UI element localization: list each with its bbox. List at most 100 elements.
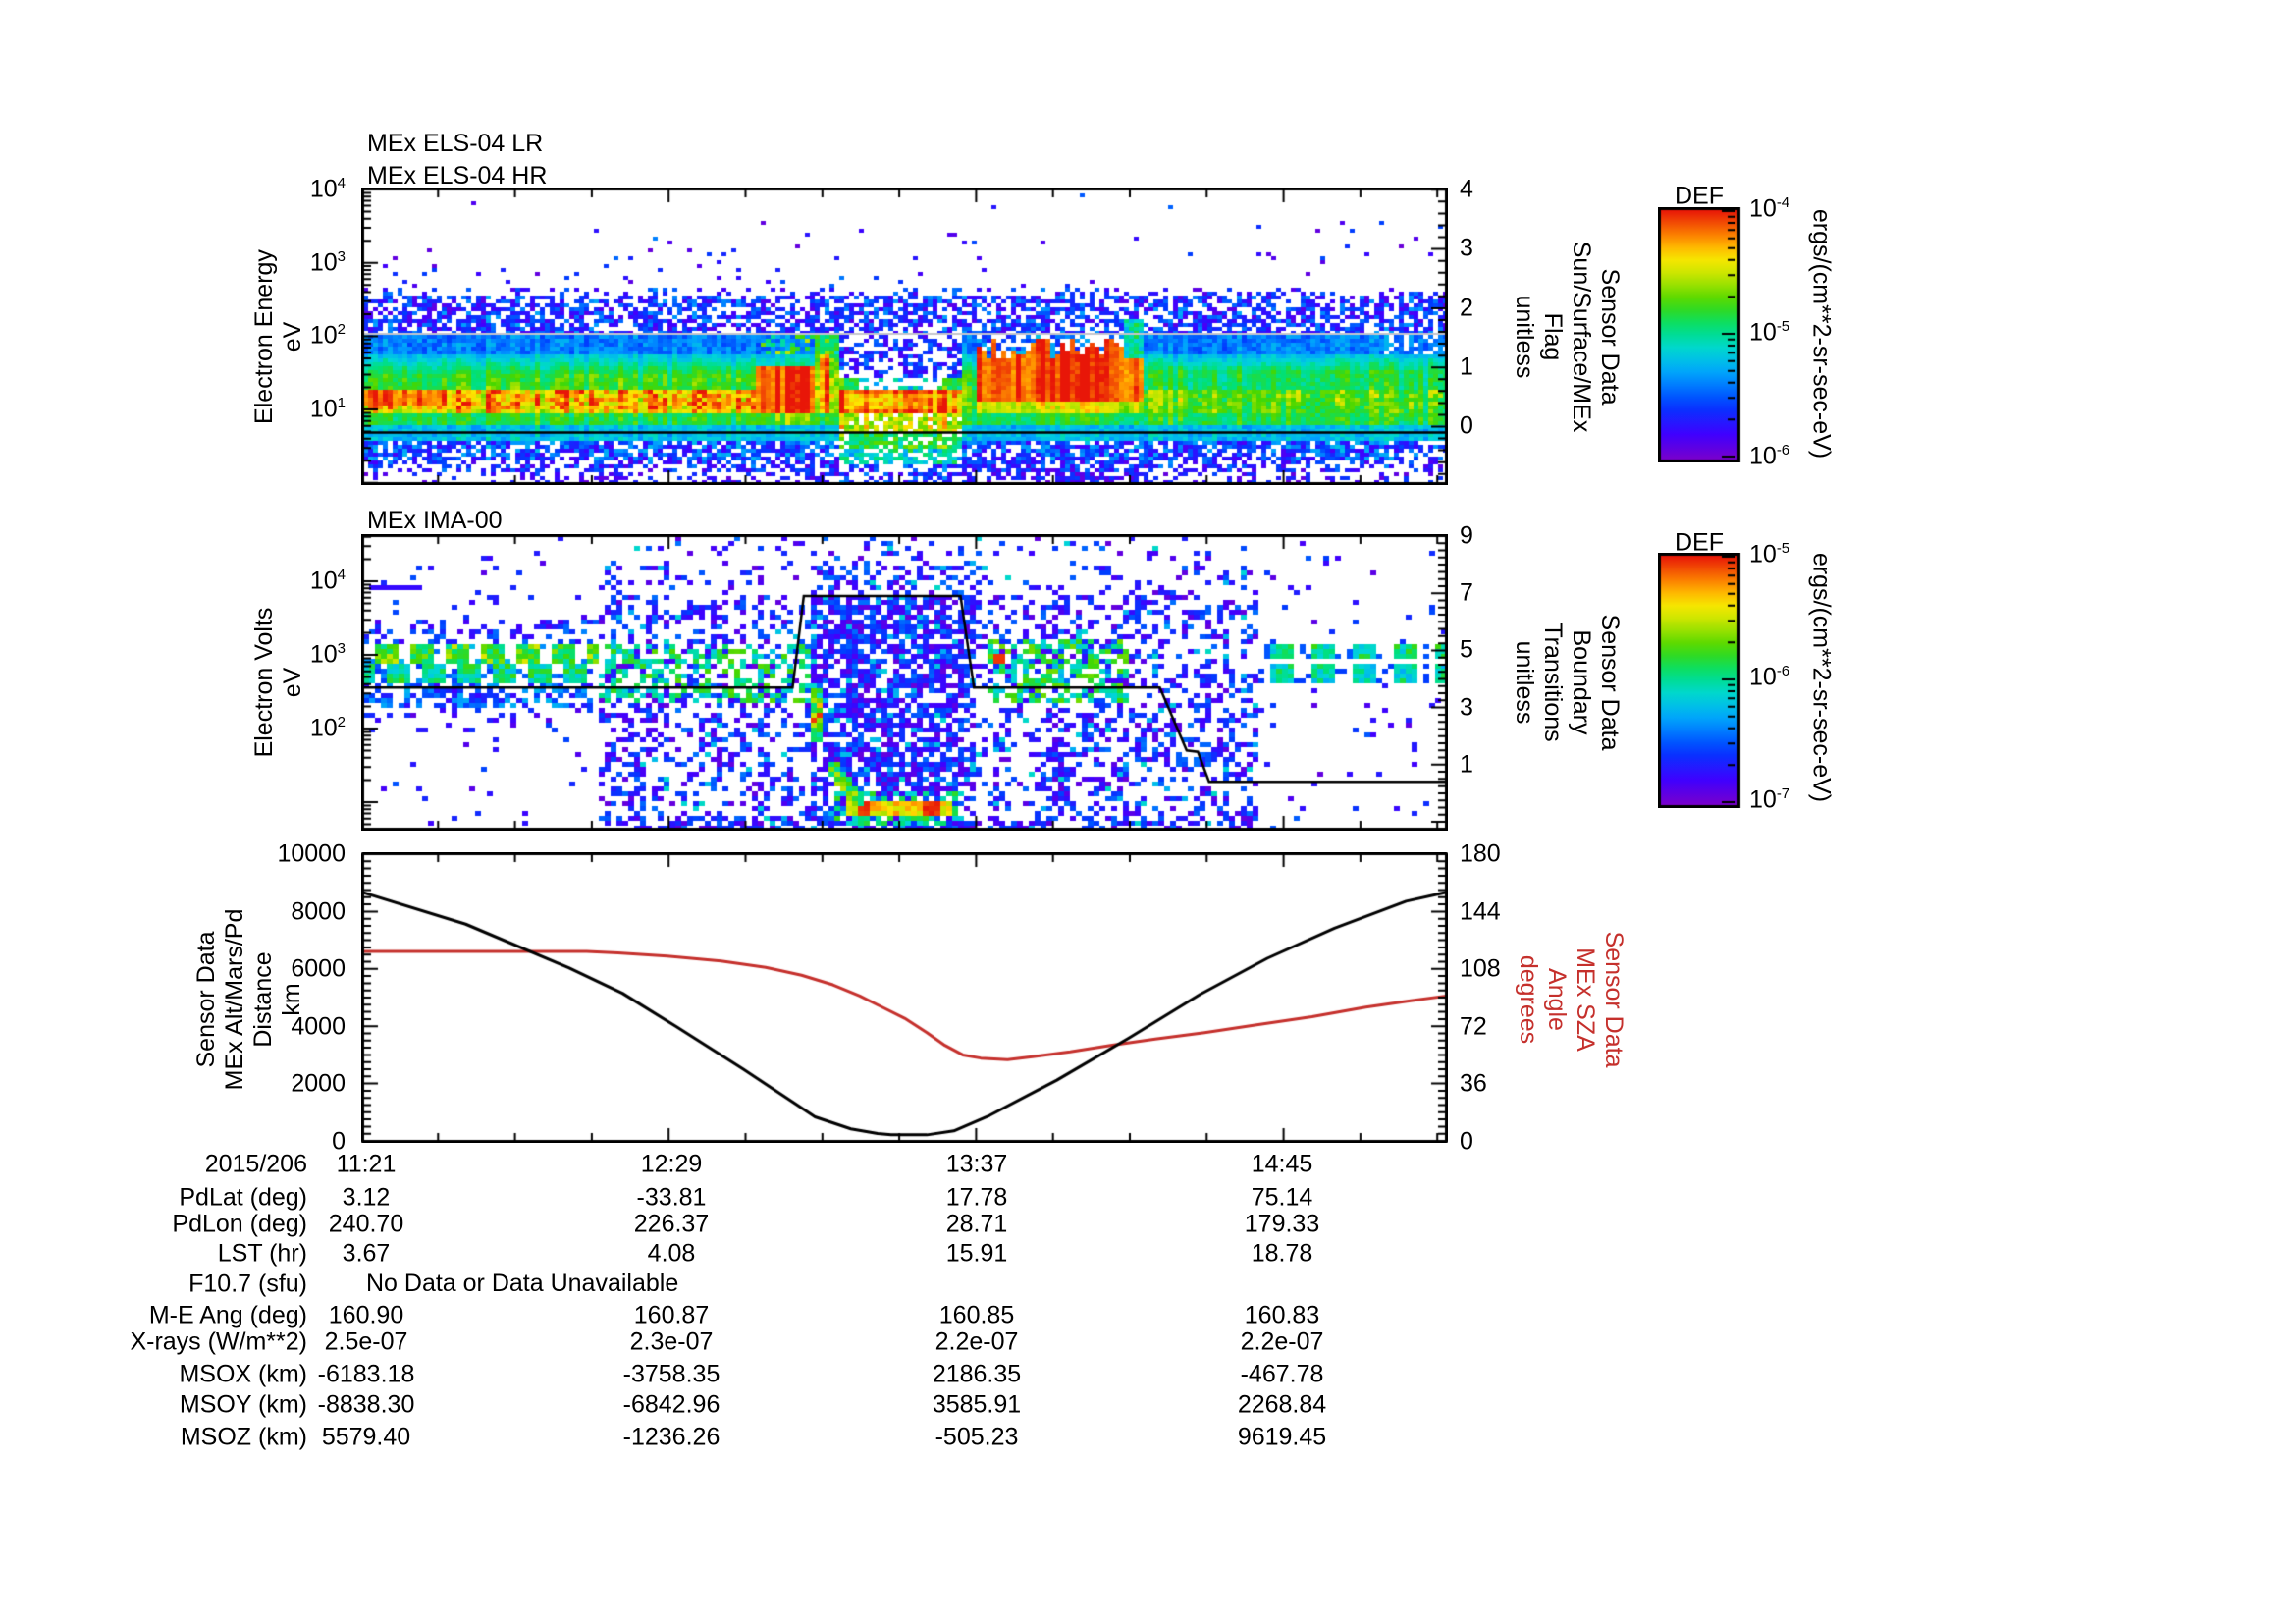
els-right-tick-label: 4 <box>1460 175 1473 203</box>
colorbar-tick-label: 10-6 <box>1749 442 1790 470</box>
orbit-ytick-label: 6000 <box>291 954 346 983</box>
x-axis-time-label: 13:37 <box>945 1150 1008 1178</box>
els-title-lr: MEx ELS-04 LR <box>367 130 544 157</box>
colorbar-tick-label: 10-6 <box>1749 663 1790 691</box>
table-cell: 3.67 <box>342 1239 391 1268</box>
table-row-label: PdLon (deg) <box>172 1210 307 1238</box>
orbit-right-tick-label: 180 <box>1460 839 1501 868</box>
table-cell: 240.70 <box>328 1210 404 1238</box>
ima-colorbar-title: DEF <box>1675 528 1724 557</box>
x-axis-time-label: 14:45 <box>1251 1150 1313 1178</box>
els-y-axis-label: Electron Energy eV <box>250 249 306 424</box>
table-cell: 160.85 <box>938 1301 1015 1329</box>
table-cell: 3585.91 <box>932 1390 1022 1419</box>
table-cell: 75.14 <box>1251 1183 1313 1212</box>
colorbar-tick-label: 10-5 <box>1749 540 1790 568</box>
table-cell: 2268.84 <box>1237 1390 1327 1419</box>
table-cell: 179.33 <box>1244 1210 1320 1238</box>
table-cell: 160.83 <box>1244 1301 1320 1329</box>
table-row-label: MSOX (km) <box>179 1360 307 1388</box>
ima-right-tick-label: 3 <box>1460 693 1473 722</box>
table-row-label: F10.7 (sfu) <box>188 1270 307 1298</box>
table-row-label: X-rays (W/m**2) <box>130 1327 307 1356</box>
els-colorbar-units-label: ergs/(cm**2-sr-sec-eV) <box>1807 208 1836 460</box>
table-cell: -1236.26 <box>622 1423 721 1451</box>
table-cell: 4.08 <box>647 1239 696 1268</box>
table-cell: -6842.96 <box>622 1390 721 1419</box>
table-cell: -33.81 <box>636 1183 707 1212</box>
colorbar-tick-label: 10-7 <box>1749 785 1790 814</box>
table-row-label: MSOY (km) <box>179 1390 307 1419</box>
ima-right-tick-label: 1 <box>1460 750 1473 779</box>
ima-right-tick-label: 9 <box>1460 521 1473 550</box>
ima-ytick-label: 102 <box>309 714 346 742</box>
ima-right-axis-label: Sensor Data Boundary Transitions unitles… <box>1511 614 1624 751</box>
ima-ytick-label: 103 <box>309 640 346 669</box>
table-cell: 160.87 <box>633 1301 710 1329</box>
orbit-right-axis-label: Sensor Data MEx SZA Angle degrees <box>1515 931 1628 1068</box>
orbit-ytick-label: 4000 <box>291 1012 346 1041</box>
table-cell: 18.78 <box>1251 1239 1313 1268</box>
ima-spectrogram <box>361 534 1448 831</box>
els-spectrogram <box>361 188 1448 485</box>
colorbar-tick-label: 10-5 <box>1749 318 1790 347</box>
table-cell: 3.12 <box>342 1183 391 1212</box>
orbit-ytick-label: 10000 <box>277 839 346 868</box>
els-right-tick-label: 0 <box>1460 411 1473 440</box>
els-ytick-label: 103 <box>309 247 346 277</box>
ima-colorbar-units-label: ergs/(cm**2-sr-sec-eV) <box>1807 552 1836 803</box>
table-row-label: LST (hr) <box>217 1239 307 1268</box>
table-row-label: M-E Ang (deg) <box>148 1301 307 1329</box>
x-axis-date-label: 2015/206 <box>204 1150 307 1178</box>
els-colorbar-title: DEF <box>1675 182 1724 210</box>
ima-title: MEx IMA-00 <box>367 507 503 534</box>
table-cell: 2.3e-07 <box>629 1327 714 1356</box>
table-cell: 17.78 <box>945 1183 1008 1212</box>
els-right-tick-label: 1 <box>1460 352 1473 381</box>
x-axis-time-label: 12:29 <box>640 1150 703 1178</box>
table-cell: -505.23 <box>934 1423 1019 1451</box>
ima-ytick-label: 104 <box>309 567 346 595</box>
orbit-ytick-label: 8000 <box>291 897 346 926</box>
els-ytick-label: 101 <box>309 395 346 423</box>
ima-y-axis-label: Electron Volts eV <box>250 607 306 758</box>
orbit-right-tick-label: 0 <box>1460 1127 1473 1156</box>
orbit-y-axis-label: Sensor Data MEx Alt/Mars/Pd Distance km <box>192 908 305 1091</box>
ima-right-tick-label: 7 <box>1460 578 1473 607</box>
orbit-ytick-label: 0 <box>332 1127 346 1156</box>
x-axis-time-label: 11:21 <box>336 1150 397 1178</box>
els-right-tick-label: 3 <box>1460 234 1473 262</box>
table-cell: 9619.45 <box>1237 1423 1327 1451</box>
table-cell: -8838.30 <box>317 1390 415 1419</box>
table-cell: -467.78 <box>1240 1360 1324 1388</box>
orbit-line-plot <box>361 852 1448 1143</box>
table-cell: 15.91 <box>945 1239 1008 1268</box>
orbit-right-tick-label: 72 <box>1460 1012 1487 1041</box>
ima-right-tick-label: 5 <box>1460 635 1473 664</box>
table-row-label: MSOZ (km) <box>180 1423 307 1451</box>
els-right-axis-label: Sensor Data Sun/Surface/MEx Flag unitles… <box>1511 241 1624 433</box>
table-row-label: PdLat (deg) <box>179 1183 307 1212</box>
orbit-ytick-label: 2000 <box>291 1069 346 1098</box>
orbit-right-tick-label: 108 <box>1460 954 1501 983</box>
table-cell: 2186.35 <box>932 1360 1022 1388</box>
els-ytick-label: 104 <box>309 175 346 203</box>
els-title-hr: MEx ELS-04 HR <box>367 162 548 189</box>
table-cell: 160.90 <box>328 1301 404 1329</box>
ima-colorbar <box>1658 553 1742 808</box>
table-cell: -3758.35 <box>622 1360 721 1388</box>
table-cell: 2.5e-07 <box>324 1327 408 1356</box>
orbit-right-tick-label: 36 <box>1460 1069 1487 1098</box>
els-right-tick-label: 2 <box>1460 294 1473 322</box>
table-cell: -6183.18 <box>317 1360 415 1388</box>
els-colorbar <box>1658 207 1742 462</box>
table-cell: 28.71 <box>945 1210 1008 1238</box>
table-cell: 226.37 <box>633 1210 710 1238</box>
table-cell: 5579.40 <box>321 1423 411 1451</box>
table-cell: 2.2e-07 <box>934 1327 1019 1356</box>
table-no-data-text: No Data or Data Unavailable <box>366 1270 679 1297</box>
els-ytick-label: 102 <box>309 321 346 350</box>
orbit-right-tick-label: 144 <box>1460 897 1501 926</box>
colorbar-tick-label: 10-4 <box>1749 194 1790 223</box>
